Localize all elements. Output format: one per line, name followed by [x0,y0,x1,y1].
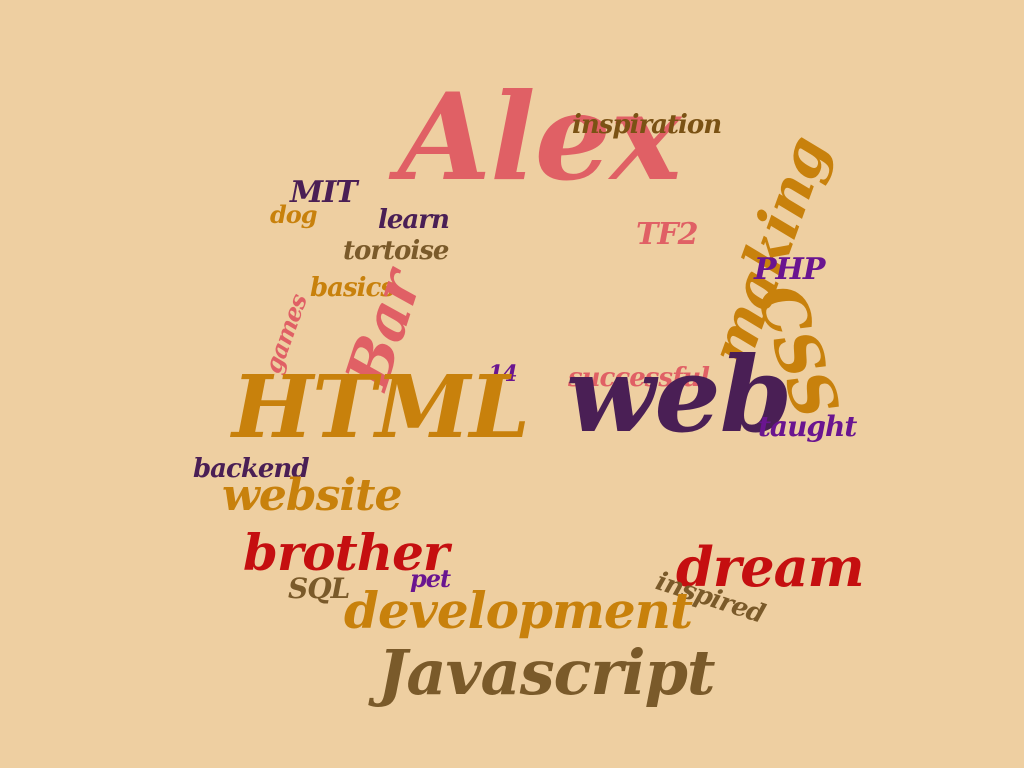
word-website: website [222,470,402,521]
word-dream: dream [676,535,865,599]
word-dog: dog [270,200,318,229]
word-javascript: Javascript [378,636,716,709]
word-development: development [344,581,693,640]
word-tf2: TF2 [636,217,698,252]
word-basics: basics [310,273,395,303]
word-successful: successful [568,363,710,393]
word-14: 14 [488,361,518,387]
word-backend: backend [193,454,309,484]
word-php: PHP [754,252,825,287]
word-web: web [566,333,792,456]
word-inspiration: inspiration [572,110,722,140]
word-sql: SQL [288,572,350,605]
word-pet: pet [410,564,451,593]
word-taught: taught [758,410,857,443]
word-mit: MIT [290,175,358,210]
word-tortoise: tortoise [343,236,449,266]
word-brother: brother [243,523,449,582]
word-learn: learn [378,205,450,235]
word-html: HTML [232,357,530,458]
word-alex: Alex [398,67,682,208]
